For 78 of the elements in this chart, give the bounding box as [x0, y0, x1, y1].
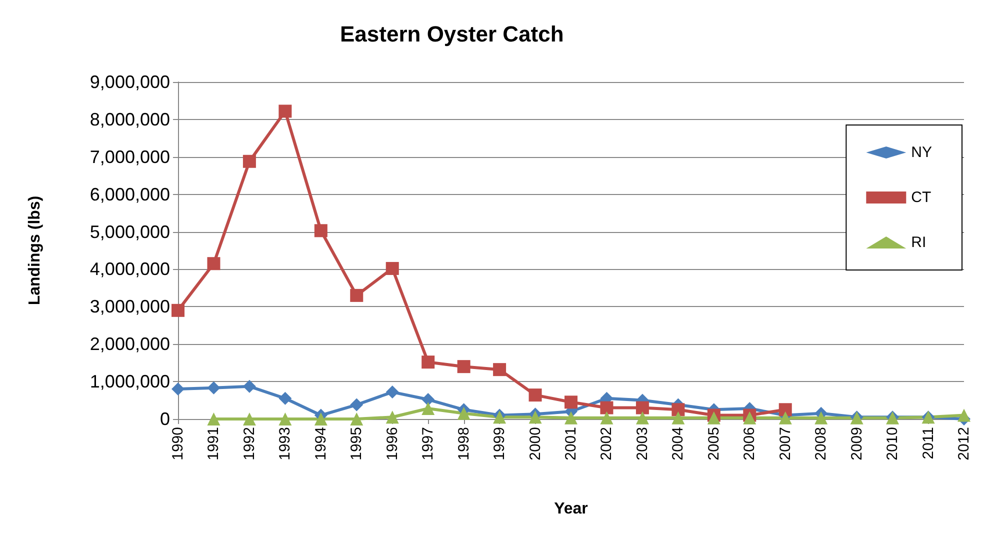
x-tick-label: 2001 [562, 427, 580, 460]
point [743, 411, 756, 424]
point [958, 408, 970, 422]
y-tick-label: 9,000,000 [90, 72, 170, 92]
x-tick-label: 2005 [705, 427, 722, 460]
x-tick-label: 2012 [956, 427, 972, 460]
y-axis-title: Landings (lbs) [26, 196, 44, 306]
point [814, 411, 828, 424]
point [422, 393, 435, 406]
x-tick-label: 2011 [920, 427, 937, 460]
x-tick-label: 1996 [384, 427, 401, 460]
point [386, 386, 399, 399]
point [278, 392, 292, 405]
point [528, 388, 542, 402]
point [350, 412, 364, 426]
point [528, 410, 542, 424]
x-tick-label: 1991 [205, 427, 222, 460]
x-tick-label: 2000 [526, 427, 544, 460]
y-tick-label: 8,000,000 [90, 109, 170, 130]
x-tick-label: 2004 [670, 427, 687, 460]
point [207, 381, 220, 394]
point [278, 104, 292, 118]
y-tick-label: 6,000,000 [90, 184, 170, 204]
point [172, 382, 184, 396]
y-tick-label: 7,000,000 [90, 146, 170, 167]
point [457, 406, 470, 420]
x-tick-label: 1992 [240, 427, 258, 460]
point [386, 410, 399, 424]
point [242, 412, 256, 426]
point [350, 288, 364, 302]
x-tick-label: 1990 [170, 427, 186, 460]
point [242, 154, 256, 168]
chart-title: Eastern Oyster Catch [340, 22, 564, 46]
point [278, 412, 292, 426]
point [707, 411, 720, 424]
point [493, 363, 506, 376]
x-tick-label: 1998 [455, 427, 472, 460]
point [636, 401, 649, 414]
point [422, 356, 435, 369]
point [314, 412, 328, 426]
legend-label: RI [911, 234, 926, 251]
x-tick-label: 1999 [491, 427, 508, 460]
point [314, 224, 328, 238]
x-tick-label: 2002 [598, 427, 616, 460]
y-tick-label: 1,000,000 [90, 372, 170, 392]
point [672, 403, 685, 416]
y-tick-label: 5,000,000 [90, 222, 170, 242]
point [172, 304, 184, 317]
y-tick-label: 3,000,000 [90, 296, 170, 317]
point [386, 262, 399, 275]
x-axis-title: Year [554, 500, 588, 518]
point [207, 257, 220, 270]
point [422, 402, 435, 416]
x-tick-label: 2009 [848, 427, 866, 460]
point [564, 411, 578, 424]
x-tick-label: 1994 [312, 427, 330, 460]
point [242, 380, 256, 393]
x-tick-label: 1995 [348, 427, 366, 460]
point [600, 411, 614, 424]
x-tick-label: 2003 [634, 427, 651, 460]
point [457, 360, 470, 374]
point [564, 396, 578, 409]
point [672, 411, 685, 424]
point [636, 411, 649, 424]
legend-label: CT [911, 189, 932, 206]
point [207, 412, 220, 426]
x-tick-label: 2007 [776, 427, 794, 460]
y-tick-label: 2,000,000 [90, 334, 170, 354]
x-tick-label: 1997 [420, 427, 437, 460]
x-tick-label: 2008 [812, 427, 830, 460]
x-tick-label: 1993 [276, 427, 294, 460]
point [350, 398, 364, 412]
point [600, 401, 614, 414]
legend-label: NY [911, 144, 932, 161]
x-tick-label: 2010 [884, 427, 902, 460]
y-tick-label: 0 [160, 409, 170, 429]
x-tick-label: 2006 [741, 427, 758, 460]
y-tick-label: 4,000,000 [90, 259, 170, 280]
